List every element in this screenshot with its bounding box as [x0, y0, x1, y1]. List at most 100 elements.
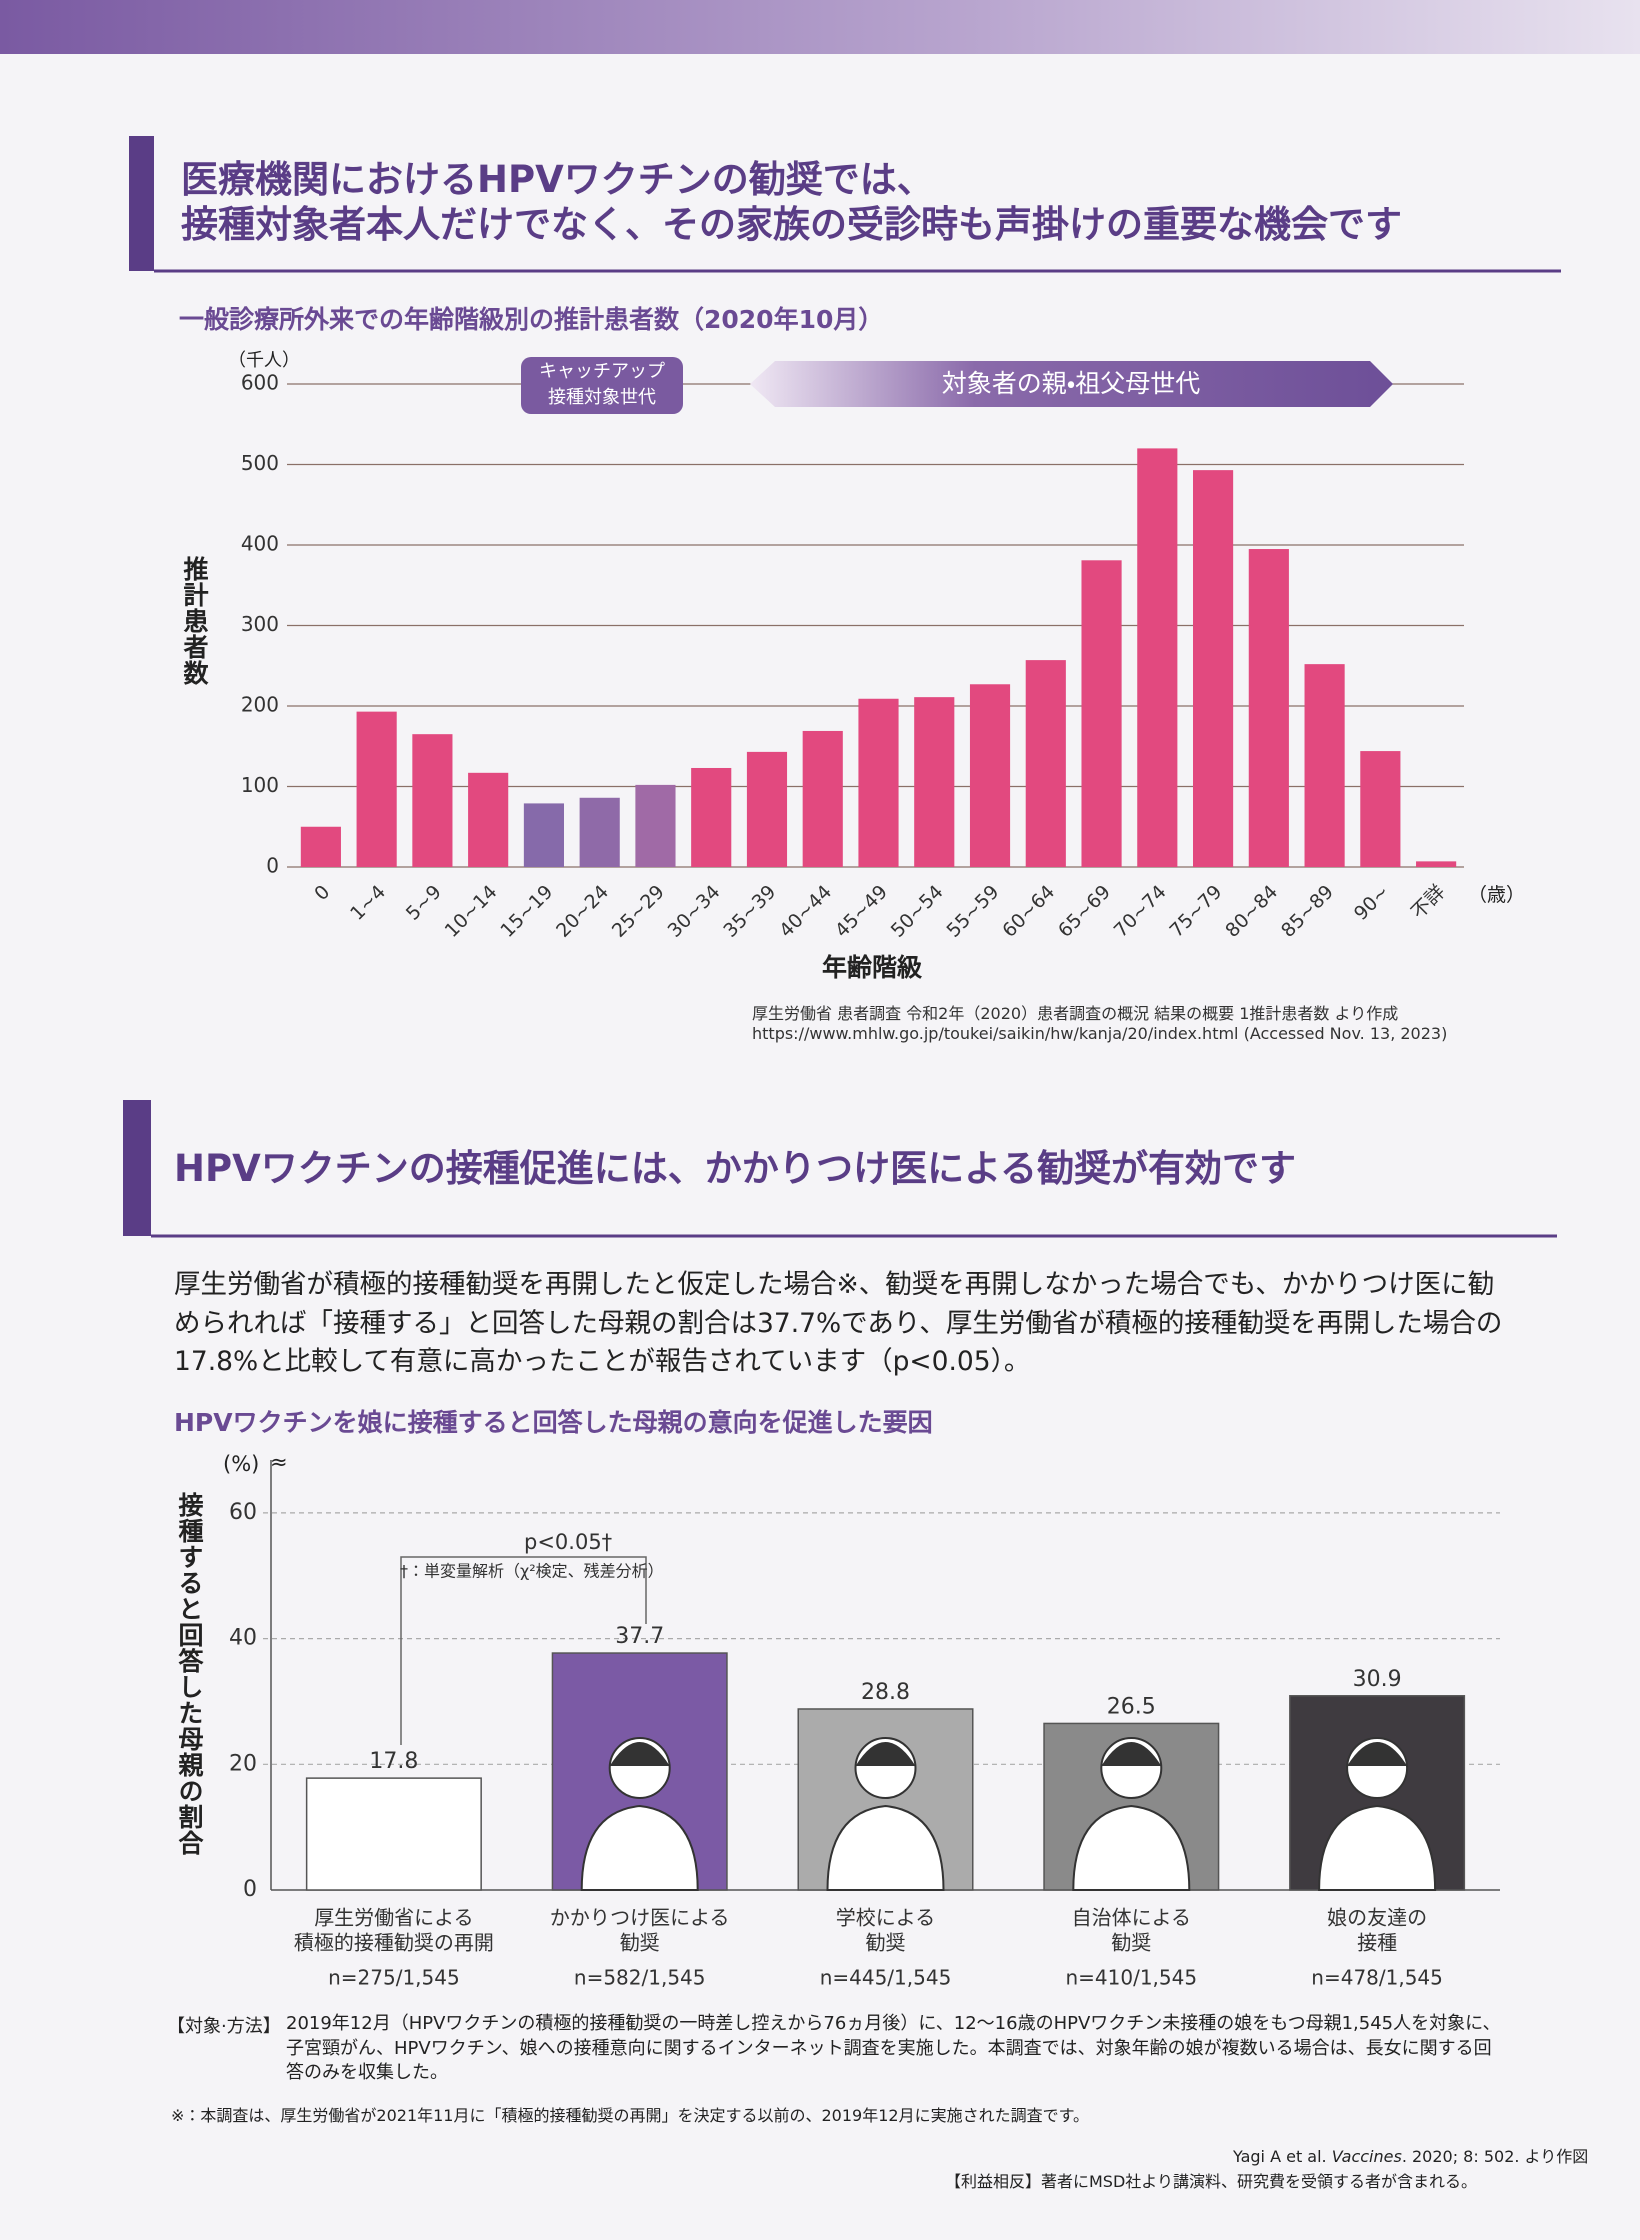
bar [1192, 470, 1234, 867]
y-tick-label: 200 [241, 693, 279, 717]
y-tick-label: 100 [241, 773, 279, 797]
x-tick-label: 75~79 [1165, 881, 1226, 942]
bar [356, 711, 397, 867]
bar [300, 826, 341, 867]
bar [468, 772, 509, 867]
bar [1304, 664, 1345, 867]
note: ※：本調査は、厚生労働省が2021年11月に「積極的接種勧奨の再開」を決定する以… [171, 2106, 1089, 2125]
y-unit: (%) [223, 1452, 260, 1476]
x-tick-label: 勧奨 [1111, 1931, 1151, 1955]
x-tick-label: 不詳 [1407, 881, 1449, 923]
n-label: n=410/1,545 [1065, 1966, 1197, 1990]
bar [635, 784, 676, 867]
bar [1416, 861, 1457, 867]
heading-bar [123, 1100, 151, 1236]
x-tick-label: 50~54 [887, 881, 948, 942]
x-tick-label: 5~9 [402, 881, 446, 925]
y-axis-label: 推計患者数 [180, 556, 209, 686]
illustration [855, 1742, 916, 1766]
y-tick-label: 500 [241, 451, 279, 475]
annotation: p<0.05† [524, 1530, 612, 1554]
annotation: 対象者の親・祖父母世代 [942, 369, 1201, 398]
illustration [609, 1742, 670, 1766]
citation-text: Yagi A et al. [1233, 2147, 1332, 2166]
x-tick-label: 接種 [1357, 1931, 1397, 1955]
value-label: 30.9 [1353, 1667, 1402, 1692]
n-label: n=582/1,545 [574, 1966, 706, 1990]
x-tick-label: 55~59 [942, 881, 1003, 942]
annotation: †：単変量解析（χ²検定、残差分析） [400, 1562, 664, 1581]
annotation: キャッチアップ [539, 361, 665, 382]
y-tick-label: 20 [229, 1751, 257, 1776]
method-label: 【対象·方法】 [167, 2016, 281, 2037]
x-tick-label: 1~4 [346, 881, 390, 925]
y-tick-label: 0 [243, 1877, 257, 1902]
bar [579, 797, 620, 867]
bar [969, 684, 1011, 867]
chart-title: HPVワクチンを娘に接種すると回答した母親の意向を促進した要因 [174, 1408, 933, 1437]
x-tick-label: 15~19 [496, 881, 557, 942]
source: 厚生労働省 患者調査 令和2年（2020）患者調査の概況 結果の概要 1推計患者… [752, 1004, 1399, 1023]
x-tick-label: 85~89 [1277, 881, 1338, 942]
x-tick-label: 40~44 [775, 881, 836, 942]
x-tick-label: 娘の友達の [1327, 1906, 1427, 1930]
axis-break: ≈ [270, 1450, 288, 1474]
bar [858, 698, 899, 867]
x-tick-label: 0 [310, 881, 334, 905]
coi: 【利益相反】著者にMSD社より講演料、研究費を受領する者が含まれる。 [945, 2172, 1477, 2191]
bar [746, 751, 788, 867]
bar [1025, 660, 1066, 867]
parents-band [750, 361, 1393, 407]
x-tick-label: 厚生労働省による [314, 1906, 473, 1930]
citation: Yagi A et al. Vaccines. 2020; 8: 502. より… [1233, 2143, 1588, 2167]
x-tick-label: 70~74 [1110, 881, 1171, 942]
paragraph: 厚生労働省が積極的接種勧奨を再開したと仮定した場合※、勧奨を再開しなかった場合で… [174, 1269, 1503, 1377]
chart-1: 0 100 200 300 400 500 600 0 1~4 5~910~1415~1920~2… [241, 371, 1464, 942]
value-label: 37.7 [615, 1624, 664, 1649]
heading: HPVワクチンの接種促進には、かかりつけ医による勧奨が有効です [174, 1147, 1296, 1190]
y-unit: （千人） [228, 350, 300, 371]
x-unit: （歳） [1468, 884, 1526, 906]
chart-title: 一般診療所外来での年齢階級別の推計患者数（2020年10月） [179, 305, 884, 334]
x-axis-label: 年齢階級 [822, 953, 923, 982]
illustration [826, 1804, 945, 1891]
x-tick-label: 80~84 [1221, 881, 1282, 942]
bar [305, 1777, 482, 1891]
illustration [580, 1804, 699, 1891]
y-tick-label: 600 [241, 371, 279, 395]
x-tick-label: 65~69 [1054, 881, 1115, 942]
y-axis-label: 接種すると回答した母親の割合 [175, 1492, 204, 1856]
bar [691, 767, 732, 867]
value-label: 26.5 [1107, 1694, 1156, 1719]
heading-bar [129, 136, 154, 271]
x-tick-label: 勧奨 [620, 1931, 660, 1955]
n-label: n=275/1,545 [328, 1966, 460, 1990]
x-tick-label: 30~34 [664, 881, 725, 942]
y-tick-label: 400 [241, 532, 279, 556]
annotation: 接種対象世代 [548, 387, 656, 408]
heading: 接種対象者本人だけでなく、その家族の受診時も声掛けの重要な機会です [181, 203, 1402, 246]
value-label: 28.8 [861, 1680, 910, 1705]
citation-text: . 2020; 8: 502. より作図 [1401, 2147, 1589, 2166]
bar [914, 697, 955, 867]
x-tick-label: 積極的接種勧奨の再開 [294, 1931, 494, 1955]
y-tick-label: 0 [266, 854, 279, 878]
significance-bracket [400, 1556, 647, 1745]
x-tick-label: 25~29 [608, 881, 669, 942]
n-label: n=478/1,545 [1311, 1966, 1443, 1990]
y-tick-label: 40 [229, 1626, 257, 1651]
catch-up-box [521, 357, 683, 414]
x-tick-label: 60~64 [998, 881, 1059, 942]
bar [1248, 549, 1289, 867]
bar [412, 734, 453, 867]
bar [1137, 448, 1178, 867]
y-tick-label: 300 [241, 612, 279, 636]
x-tick-label: 勧奨 [866, 1931, 906, 1955]
bar [523, 803, 565, 867]
x-tick-label: 10~14 [441, 881, 502, 942]
bar [1360, 751, 1401, 867]
x-tick-label: 45~49 [831, 881, 892, 942]
